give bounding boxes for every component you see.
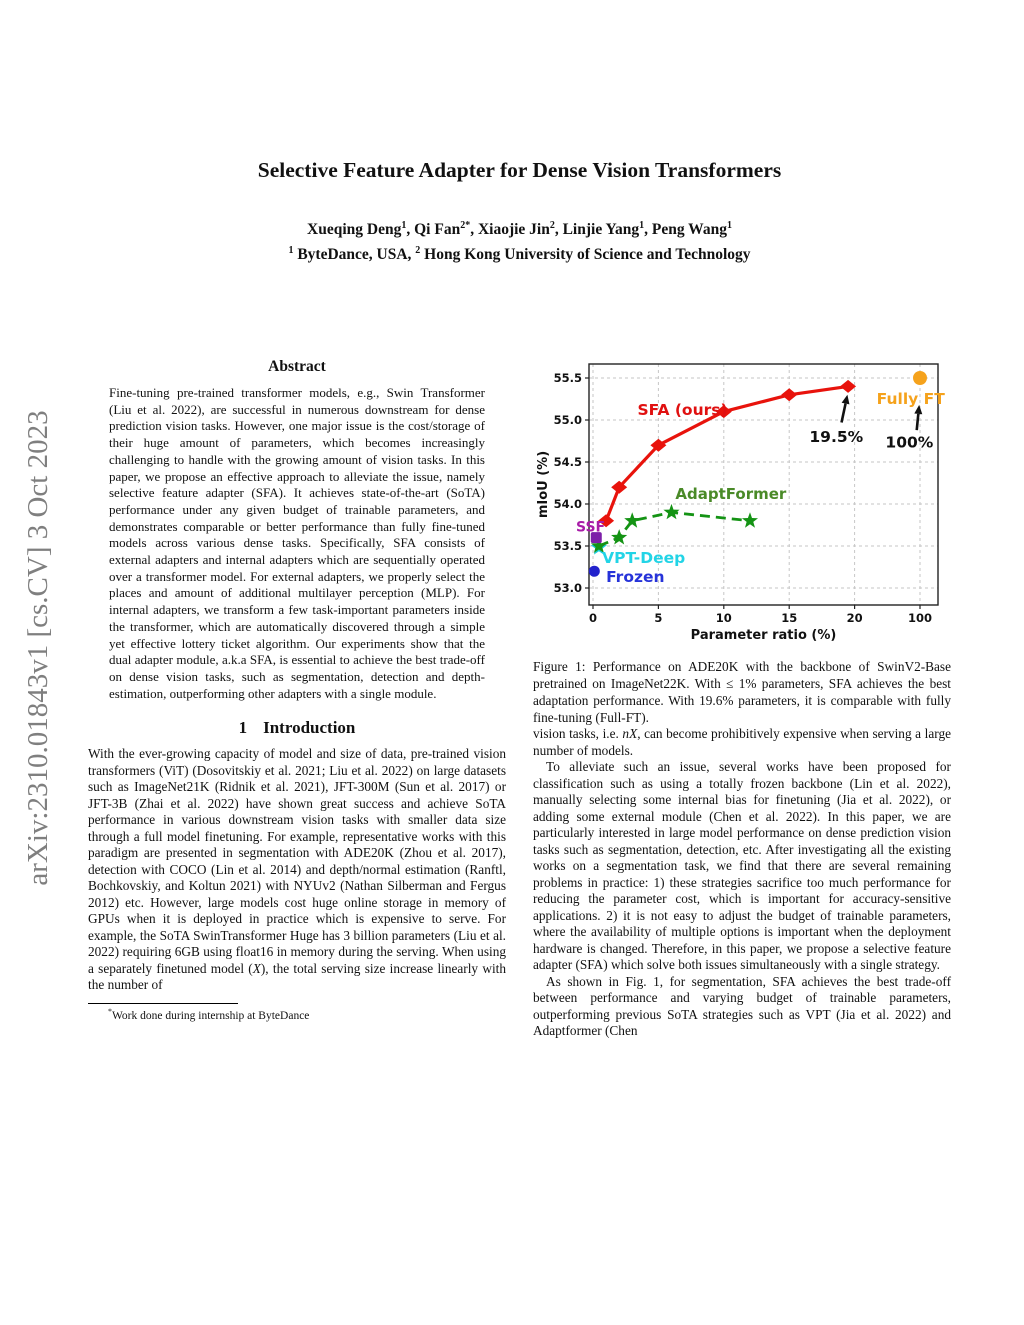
marker-circle — [913, 371, 927, 385]
annotation-arrow — [915, 413, 920, 431]
text-segment: X — [252, 960, 261, 976]
right-paragraph-3: As shown in Fig. 1, for segmentation, SF… — [533, 973, 951, 1039]
x-tick-label: 5 — [654, 611, 662, 625]
y-tick-label: 55.5 — [554, 371, 582, 385]
intro-paragraph-1: With the ever-growing capacity of model … — [88, 746, 506, 994]
figure1: 0 5 10 15 20 100 53.0 53.5 54.0 54.5 55.0 55.5 Param… — [533, 352, 951, 652]
section-number: 1 — [238, 718, 248, 738]
plot-label: VPT-Deep — [602, 549, 685, 567]
text-segment: vision tasks, i.e. — [533, 726, 623, 741]
annotation-label: 100% — [885, 434, 933, 452]
right-paragraph-2: To alleviate such an issue, several work… — [533, 759, 951, 972]
marker-diamond — [650, 438, 667, 452]
right-column: 0 5 10 15 20 100 53.0 53.5 54.0 54.5 55.0 55.5 Param… — [533, 352, 951, 1040]
footnote: *Work done during internship at ByteDanc… — [108, 1007, 506, 1022]
y-axis-label: mIoU (%) — [536, 451, 551, 518]
author-name: Xueqing Deng — [307, 221, 402, 239]
y-tick-label: 54.5 — [554, 455, 582, 469]
marker-square — [590, 532, 602, 544]
section-heading-introduction: 1 Introduction — [88, 718, 506, 738]
plot-label: SSF — [576, 520, 605, 536]
paper-title: Selective Feature Adapter for Dense Visi… — [257, 158, 782, 182]
affiliation-line: 1 ByteDance, USA, 2 Hong Kong University… — [288, 245, 751, 264]
annotation-arrow — [840, 403, 847, 423]
marker-diamond — [781, 388, 798, 402]
marker-star — [663, 503, 680, 520]
annotation-label: 19.5% — [809, 428, 863, 446]
abstract-text: Fine-tuning pre-trained transformer mode… — [109, 385, 485, 701]
marker-star — [741, 512, 758, 528]
marker-star — [624, 512, 641, 528]
y-tick-label: 54.0 — [554, 497, 582, 511]
figure1-chart: 0 5 10 15 20 100 53.0 53.5 54.0 54.5 55.0 55.5 Param… — [536, 363, 946, 643]
arxiv-watermark: arXiv:2310.01843v1 [cs.CV] 3 Oct 2023 — [22, 410, 54, 886]
x-tick-label: 10 — [716, 611, 732, 625]
x-tick-label: 20 — [847, 611, 863, 625]
text-segment: nX — [622, 726, 638, 741]
text-segment: With the ever-growing capacity of model … — [88, 746, 506, 976]
plot-label: SFA (ours) — [637, 401, 727, 419]
author-name: Xiaojie Jin — [477, 221, 550, 239]
marker-diamond — [715, 405, 732, 419]
figure1-caption: Figure 1: Performance on ADE20K with the… — [533, 659, 951, 725]
text-segment: ), the total serving size increase linea… — [88, 960, 506, 993]
x-axis-label: Parameter ratio (%) — [691, 628, 837, 643]
left-column: Abstract Fine-tuning pre-trained transfo… — [88, 358, 506, 1022]
marker-star — [611, 529, 628, 545]
marker-diamond — [598, 514, 615, 528]
marker-circle — [588, 565, 600, 577]
marker-diamond — [611, 480, 628, 494]
plot-label: AdaptFormer — [675, 485, 787, 503]
footnote-text: Work done during internship at ByteDance — [112, 1009, 310, 1022]
abstract-heading: Abstract — [268, 358, 326, 375]
x-tick-label: 15 — [781, 611, 797, 625]
footnote-marker: * — [108, 1006, 112, 1016]
author-name: Linjie Yang — [562, 221, 640, 239]
marker-diamond — [840, 379, 857, 393]
plot-label: Fully FT — [877, 390, 946, 408]
right-paragraph-1: vision tasks, i.e. nX, can become prohib… — [533, 726, 951, 759]
y-tick-label: 53.0 — [554, 581, 582, 595]
plot-label: Frozen — [606, 568, 664, 586]
author-name: Qi Fan — [414, 221, 461, 239]
footnote-rule — [88, 1002, 238, 1004]
text-segment: , can become prohibitively expensive whe… — [533, 726, 951, 758]
section-title: Introduction — [263, 718, 356, 738]
series-line — [604, 384, 849, 522]
y-tick-label: 53.5 — [554, 539, 582, 553]
author-name: Peng Wang — [651, 221, 727, 239]
author-line: Xueqing Deng1, Qi Fan2*, Xiaojie Jin2, L… — [307, 220, 732, 239]
y-tick-label: 55.0 — [554, 413, 582, 427]
x-tick-label: 100 — [908, 611, 932, 625]
marker-star — [590, 537, 607, 553]
x-tick-label: 0 — [589, 611, 597, 625]
